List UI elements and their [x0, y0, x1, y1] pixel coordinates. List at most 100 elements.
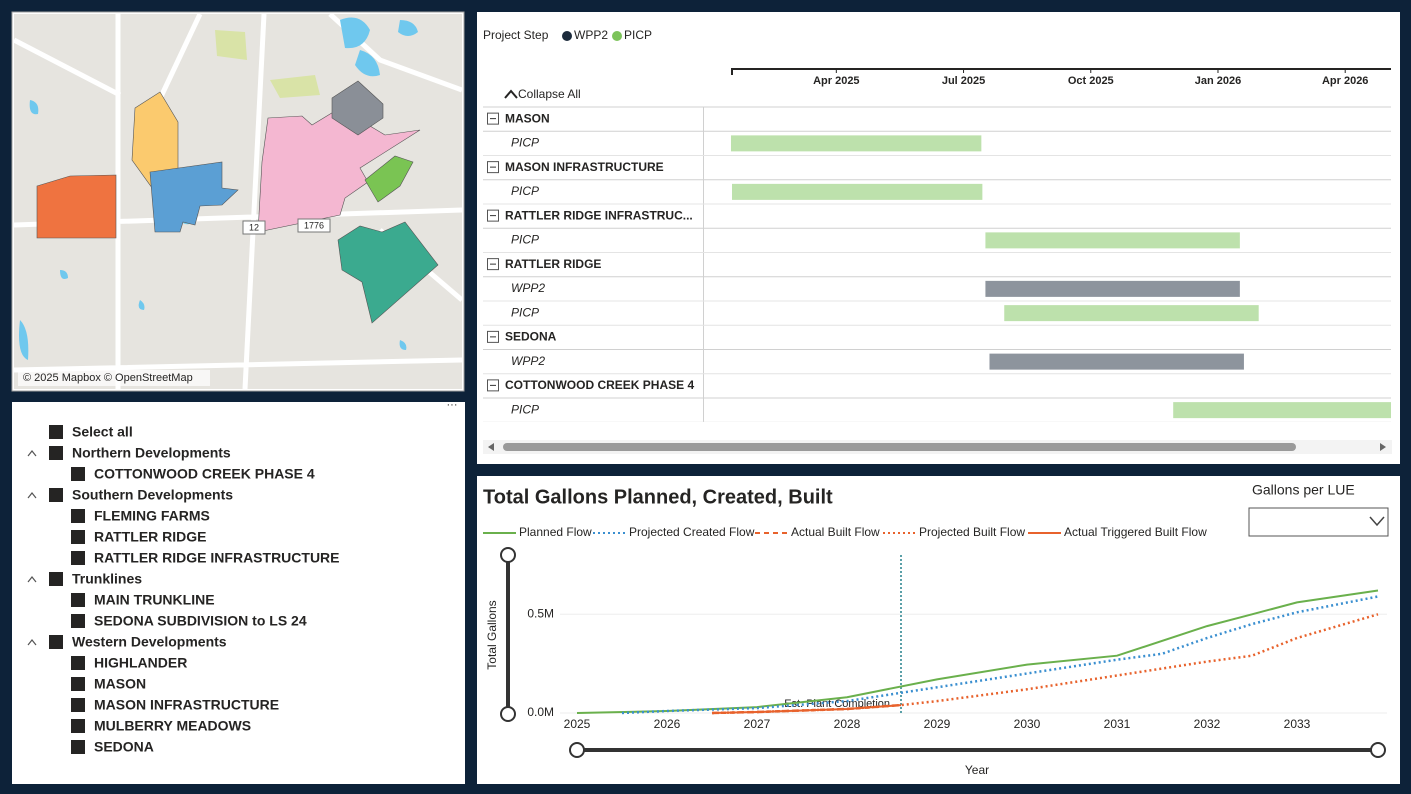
- checkbox[interactable]: [49, 425, 63, 439]
- road-label: 1776: [304, 220, 324, 230]
- x-tick-label: 2032: [1194, 717, 1221, 731]
- slicer-item[interactable]: Western Developments: [72, 634, 227, 650]
- checkbox[interactable]: [71, 740, 85, 754]
- checkbox[interactable]: [49, 446, 63, 460]
- x-tick-label: 2029: [924, 717, 951, 731]
- slicer-panel: [12, 402, 465, 784]
- slicer-item[interactable]: RATTLER RIDGE INFRASTRUCTURE: [94, 550, 340, 566]
- attribution-bg: [18, 370, 210, 386]
- road-label: 12: [249, 222, 259, 232]
- parcel-orange: [36, 174, 117, 239]
- checkbox[interactable]: [49, 635, 63, 649]
- group-label: COTTONWOOD CREEK PHASE 4: [505, 378, 694, 392]
- expand-caret[interactable]: [27, 576, 37, 583]
- parcel-blue: [149, 161, 239, 233]
- slicer-item[interactable]: SEDONA SUBDIVISION to LS 24: [94, 613, 307, 629]
- slicer-item[interactable]: COTTONWOOD CREEK PHASE 4: [94, 466, 315, 482]
- checkbox[interactable]: [71, 593, 85, 607]
- collapse-icon[interactable]: [504, 89, 518, 99]
- more-options[interactable]: ···: [447, 399, 458, 411]
- expand-caret[interactable]: [27, 492, 37, 499]
- gantt-panel: [477, 12, 1400, 464]
- checkbox[interactable]: [49, 572, 63, 586]
- checkbox[interactable]: [71, 656, 85, 670]
- series-line: [711, 704, 902, 714]
- group-label: MASON INFRASTRUCTURE: [505, 160, 664, 174]
- checkbox[interactable]: [71, 698, 85, 712]
- slicer-item[interactable]: Select all: [72, 424, 133, 440]
- slider-handle[interactable]: [569, 742, 585, 758]
- x-tick-label: 2028: [834, 717, 861, 731]
- x-tick-label: 2027: [744, 717, 771, 731]
- scrollbar-thumb[interactable]: [503, 443, 1296, 451]
- gantt-bars: [730, 135, 1391, 419]
- map-frame: [11, 11, 465, 392]
- task-bar: [1004, 305, 1259, 322]
- legend-label[interactable]: WPP2: [574, 28, 608, 42]
- task-step: PICP: [511, 184, 539, 198]
- dropdown[interactable]: [1248, 507, 1389, 537]
- road-shield: [297, 218, 331, 233]
- slicer-item[interactable]: MASON INFRASTRUCTURE: [94, 697, 279, 713]
- legend-marker: [612, 31, 622, 41]
- checkbox[interactable]: [71, 509, 85, 523]
- group-label: MASON: [505, 111, 550, 125]
- x-tick-label: 2031: [1104, 717, 1131, 731]
- legend-label[interactable]: Actual Triggered Built Flow: [1064, 525, 1207, 539]
- slicer-item[interactable]: Trunklines: [72, 571, 142, 587]
- x-tick-label: Oct 2025: [1068, 75, 1114, 87]
- checkbox[interactable]: [71, 719, 85, 733]
- legend-marker: [562, 31, 572, 41]
- checkbox[interactable]: [71, 530, 85, 544]
- control-label: Gallons per LUE: [1252, 482, 1355, 498]
- slicer-item[interactable]: FLEMING FARMS: [94, 508, 210, 524]
- checkbox[interactable]: [71, 467, 85, 481]
- slicer: Select all Northern Developments COTTONWOO…: [27, 424, 340, 755]
- legend-label[interactable]: Projected Built Flow: [919, 525, 1025, 539]
- map-attribution[interactable]: © 2025 Mapbox © OpenStreetMap: [23, 372, 193, 384]
- task-step: WPP2: [511, 354, 545, 368]
- task-step: PICP: [511, 233, 539, 247]
- slicer-item[interactable]: SEDONA: [94, 739, 154, 755]
- x-tick-label: Jul 2025: [942, 75, 985, 87]
- slicer-item[interactable]: Northern Developments: [72, 445, 231, 461]
- slicer-item[interactable]: HIGHLANDER: [94, 655, 187, 671]
- slicer-item[interactable]: Southern Developments: [72, 487, 233, 503]
- checkbox[interactable]: [71, 551, 85, 565]
- task-step: PICP: [511, 402, 539, 416]
- x-tick-label: 2033: [1284, 717, 1311, 731]
- task-bar: [732, 183, 983, 200]
- map[interactable]: 12 1776 © 2025 Mapbox © OpenStreetMap: [14, 14, 462, 389]
- legend-label[interactable]: Projected Created Flow: [629, 525, 755, 539]
- legend-label[interactable]: Planned Flow: [519, 525, 592, 539]
- slicer-item[interactable]: RATTLER RIDGE: [94, 529, 207, 545]
- parcel-gray: [331, 80, 384, 136]
- roads: [14, 14, 462, 389]
- slider-handle[interactable]: [500, 706, 516, 722]
- checkbox[interactable]: [49, 488, 63, 502]
- slicer-item[interactable]: MULBERRY MEADOWS: [94, 718, 251, 734]
- slider-handle[interactable]: [1370, 742, 1386, 758]
- legend-label[interactable]: PICP: [624, 28, 652, 42]
- slicer-item[interactable]: MAIN TRUNKLINE: [94, 592, 215, 608]
- dropdown-chevron: [1369, 516, 1385, 527]
- collapse-all[interactable]: Collapse All: [518, 87, 581, 101]
- expand-caret[interactable]: [27, 450, 37, 457]
- legend-label[interactable]: Actual Built Flow: [791, 525, 880, 539]
- slider-handle[interactable]: [500, 547, 516, 563]
- task-step: WPP2: [511, 281, 545, 295]
- group-label: RATTLER RIDGE: [505, 257, 601, 271]
- scroll-left[interactable]: [488, 443, 494, 451]
- expand-caret[interactable]: [27, 639, 37, 646]
- x-axis-label: Year: [965, 763, 989, 777]
- task-bar: [1173, 402, 1391, 419]
- series-line: [621, 595, 1379, 715]
- checkbox[interactable]: [71, 614, 85, 628]
- checkbox[interactable]: [71, 677, 85, 691]
- x-tick-label: Jan 2026: [1195, 75, 1241, 87]
- slicer-item[interactable]: MASON: [94, 676, 146, 692]
- task-bar: [989, 353, 1244, 370]
- y-tick-label: 0.5M: [527, 606, 554, 620]
- scroll-right[interactable]: [1380, 443, 1386, 451]
